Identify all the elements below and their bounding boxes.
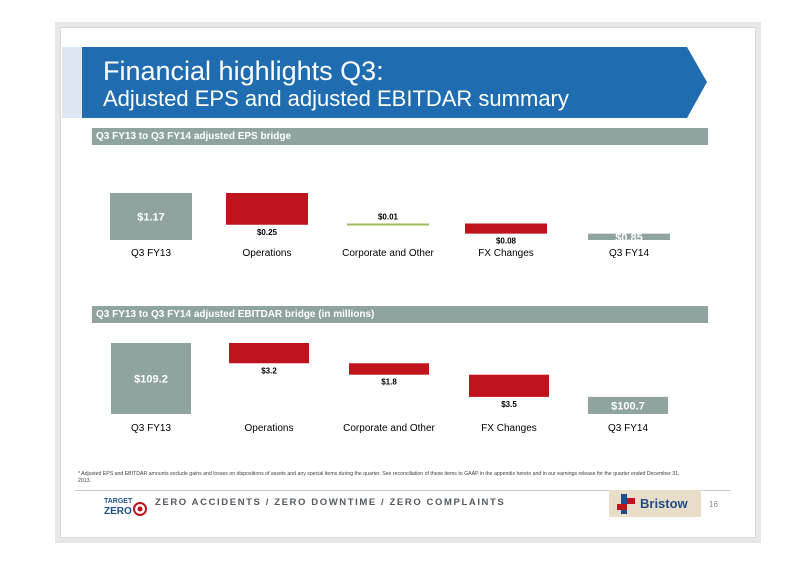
category-label: Operations	[245, 423, 294, 434]
category-label: FX Changes	[478, 248, 534, 259]
category-label: Q3 FY14	[608, 423, 648, 434]
footer-divider	[75, 490, 731, 491]
ebitdar-section-bar: Q3 FY13 to Q3 FY14 adjusted EBITDAR brid…	[92, 306, 708, 323]
value-label: $0.25	[257, 228, 278, 237]
bar-fx-changes	[469, 374, 549, 397]
footer-slogan: ZERO ACCIDENTS / ZERO DOWNTIME / ZERO CO…	[155, 497, 506, 508]
value-label: $1.17	[137, 212, 165, 224]
category-label: Corporate and Other	[343, 423, 435, 434]
eps-section-bar: Q3 FY13 to Q3 FY14 adjusted EPS bridge	[92, 128, 708, 145]
slide-title: Financial highlights Q3:	[103, 56, 384, 86]
bar-operations	[229, 343, 309, 364]
header-arrow	[687, 47, 707, 118]
footnote: * Adjusted EPS and EBITDAR amounts exclu…	[78, 471, 680, 484]
bar-q3-fy14	[588, 396, 668, 414]
brand-name: Bristow	[640, 496, 688, 511]
header-band	[82, 47, 687, 118]
value-label: $0.85	[615, 232, 643, 244]
value-label: $100.7	[611, 400, 645, 412]
category-label: Corporate and Other	[342, 248, 434, 259]
header-accent	[62, 47, 82, 118]
value-label: $3.2	[261, 366, 277, 375]
eps-chart-title: Q3 FY13 to Q3 FY14 adjusted EPS bridge	[96, 131, 292, 142]
value-label: $0.08	[496, 237, 517, 246]
bar-fx-changes	[465, 223, 547, 234]
slide-subtitle: Adjusted EPS and adjusted EBITDAR summar…	[103, 86, 569, 111]
value-label: $0.01	[378, 212, 399, 221]
bar-operations	[226, 193, 308, 225]
value-label: $1.8	[381, 378, 397, 387]
category-label: Q3 FY13	[131, 423, 171, 434]
bar-q3-fy13	[111, 343, 191, 414]
category-label: Q3 FY14	[609, 248, 649, 259]
bar-corporate-and-other	[349, 363, 429, 375]
bar-corporate-and-other	[347, 223, 429, 226]
svg-text:TARGET: TARGET	[104, 498, 133, 505]
bar-q3-fy14	[588, 233, 670, 240]
eps-bridge-chart: $1.17 Q3 FY13 $0.25 Operations $0.01 Corporat…	[92, 146, 708, 266]
value-label: $3.5	[501, 400, 517, 409]
ebitdar-chart-title: Q3 FY13 to Q3 FY14 adjusted EBITDAR brid…	[96, 309, 375, 320]
target-zero-logo: TARGET ZERO	[102, 495, 148, 517]
category-label: FX Changes	[481, 423, 537, 434]
svg-text:ZERO: ZERO	[104, 506, 132, 517]
bristow-logo: Bristow	[609, 490, 701, 517]
category-label: Q3 FY13	[131, 248, 171, 259]
category-label: Operations	[243, 248, 292, 259]
ebitdar-bridge-chart: $109.2 Q3 FY13 $3.2 Operations $1.8 Corporate…	[92, 324, 708, 439]
value-label: $109.2	[134, 374, 168, 386]
page-number: 16	[709, 500, 718, 509]
bar-q3-fy13	[110, 193, 192, 240]
